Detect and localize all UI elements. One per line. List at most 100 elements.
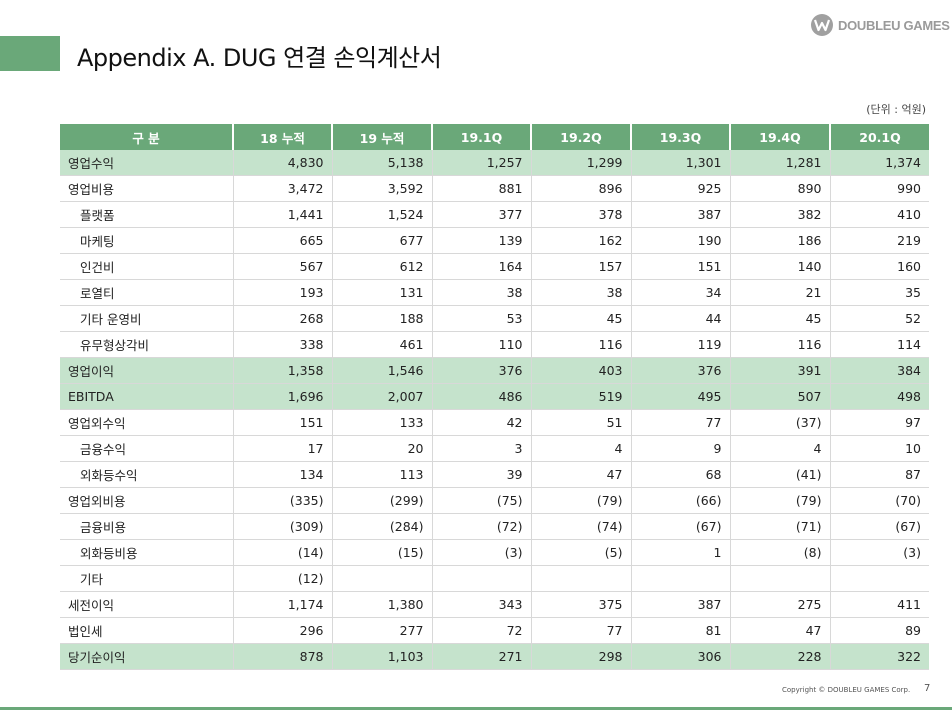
table-cell: 271: [432, 643, 532, 670]
table-cell: 1,441: [233, 201, 333, 228]
table-cell: (309): [233, 513, 333, 540]
page-title: Appendix A. DUG 연결 손익계산서: [77, 44, 442, 72]
table-cell: 77: [531, 617, 632, 644]
table-cell: 20: [332, 435, 433, 462]
table-cell: 377: [432, 201, 532, 228]
table-cell: 567: [233, 253, 333, 280]
table-cell: 157: [531, 253, 632, 280]
table-cell: 296: [233, 617, 333, 644]
row-label: 유무형상각비: [60, 331, 234, 358]
table-cell: (37): [730, 409, 831, 436]
logo-text: DOUBLEU GAMES: [838, 17, 950, 33]
table-cell: 1,524: [332, 201, 433, 228]
table-cell: [830, 565, 929, 592]
header-period: 18 누적: [233, 124, 333, 150]
row-label: 플랫폼: [60, 201, 234, 228]
table-cell: (12): [233, 565, 333, 592]
table-cell: (3): [432, 539, 532, 566]
table-cell: [730, 565, 831, 592]
table-cell: (41): [730, 461, 831, 488]
table-cell: 131: [332, 279, 433, 306]
company-logo: DOUBLEU GAMES: [810, 12, 950, 38]
table-cell: 878: [233, 643, 333, 670]
table-cell: 1,257: [432, 150, 532, 176]
row-label: 기타 운영비: [60, 305, 234, 332]
table-cell: 1,301: [631, 150, 731, 176]
table-row: 유무형상각비 338 461 110 116 119 116 114: [60, 331, 929, 358]
table-cell: 116: [531, 331, 632, 358]
table-cell: 81: [631, 617, 731, 644]
table-cell: 186: [730, 227, 831, 254]
table-body: 영업수익 4,830 5,138 1,257 1,299 1,301 1,281 1,374 영…: [60, 150, 929, 670]
table-cell: 53: [432, 305, 532, 332]
row-label: 외화등수익: [60, 461, 234, 488]
table-cell: 44: [631, 305, 731, 332]
table-cell: 219: [830, 227, 929, 254]
row-label: 세전이익: [60, 591, 234, 618]
table-cell: 268: [233, 305, 333, 332]
page-number: 7: [924, 683, 931, 694]
table-cell: 411: [830, 591, 929, 618]
row-label: 외화등비용: [60, 539, 234, 566]
table-row: 금융수익 17 20 3 4 9 4 10: [60, 435, 929, 462]
table-cell: 45: [531, 305, 632, 332]
table-cell: 890: [730, 175, 831, 202]
table-cell: 486: [432, 383, 532, 410]
row-label: 영업외비용: [60, 487, 234, 514]
table-cell: 461: [332, 331, 433, 358]
table-row: 법인세 296 277 72 77 81 47 89: [60, 617, 929, 644]
table-cell: (67): [631, 513, 731, 540]
table-header-row: 구 분 18 누적 19 누적 19.1Q 19.2Q 19.3Q 19.4Q 20.1Q: [60, 124, 929, 150]
table-cell: 47: [531, 461, 632, 488]
table-cell: 139: [432, 227, 532, 254]
table-cell: 1,281: [730, 150, 831, 176]
table-row: 기타 (12): [60, 565, 929, 592]
table-row: 당기순이익 878 1,103 271 298 306 228 322: [60, 643, 929, 670]
table-cell: 612: [332, 253, 433, 280]
row-label: 영업이익: [60, 357, 234, 384]
table-cell: 4: [730, 435, 831, 462]
table-cell: 343: [432, 591, 532, 618]
table-cell: (14): [233, 539, 333, 566]
table-cell: (72): [432, 513, 532, 540]
table-row: 영업이익 1,358 1,546 376 403 376 391 384: [60, 357, 929, 384]
table-cell: 495: [631, 383, 731, 410]
table-cell: [631, 565, 731, 592]
table-cell: 114: [830, 331, 929, 358]
table-cell: 140: [730, 253, 831, 280]
header-period: 19.1Q: [432, 124, 532, 150]
table-cell: 110: [432, 331, 532, 358]
table-cell: [332, 565, 433, 592]
table-cell: 34: [631, 279, 731, 306]
table-cell: (66): [631, 487, 731, 514]
table-cell: (8): [730, 539, 831, 566]
row-label: 영업비용: [60, 175, 234, 202]
table-cell: (67): [830, 513, 929, 540]
table-cell: 10: [830, 435, 929, 462]
table-cell: 306: [631, 643, 731, 670]
table-cell: (3): [830, 539, 929, 566]
table-cell: 4: [531, 435, 632, 462]
table-cell: 77: [631, 409, 731, 436]
table-cell: 2,007: [332, 383, 433, 410]
table-cell: 896: [531, 175, 632, 202]
title-accent-bar: [0, 36, 60, 71]
table-cell: 3,592: [332, 175, 433, 202]
table-row: 영업외수익 151 133 42 51 77 (37) 97: [60, 409, 929, 436]
table-row: 인건비 567 612 164 157 151 140 160: [60, 253, 929, 280]
table-cell: 188: [332, 305, 433, 332]
table-cell: 164: [432, 253, 532, 280]
table-cell: 160: [830, 253, 929, 280]
table-cell: 151: [233, 409, 333, 436]
table-cell: 665: [233, 227, 333, 254]
row-label: 영업외수익: [60, 409, 234, 436]
table-cell: 382: [730, 201, 831, 228]
table-cell: (75): [432, 487, 532, 514]
table-cell: 1,358: [233, 357, 333, 384]
table-cell: 38: [531, 279, 632, 306]
table-row: 세전이익 1,174 1,380 343 375 387 275 411: [60, 591, 929, 618]
table-cell: 925: [631, 175, 731, 202]
table-cell: 97: [830, 409, 929, 436]
table-cell: 193: [233, 279, 333, 306]
table-cell: 403: [531, 357, 632, 384]
